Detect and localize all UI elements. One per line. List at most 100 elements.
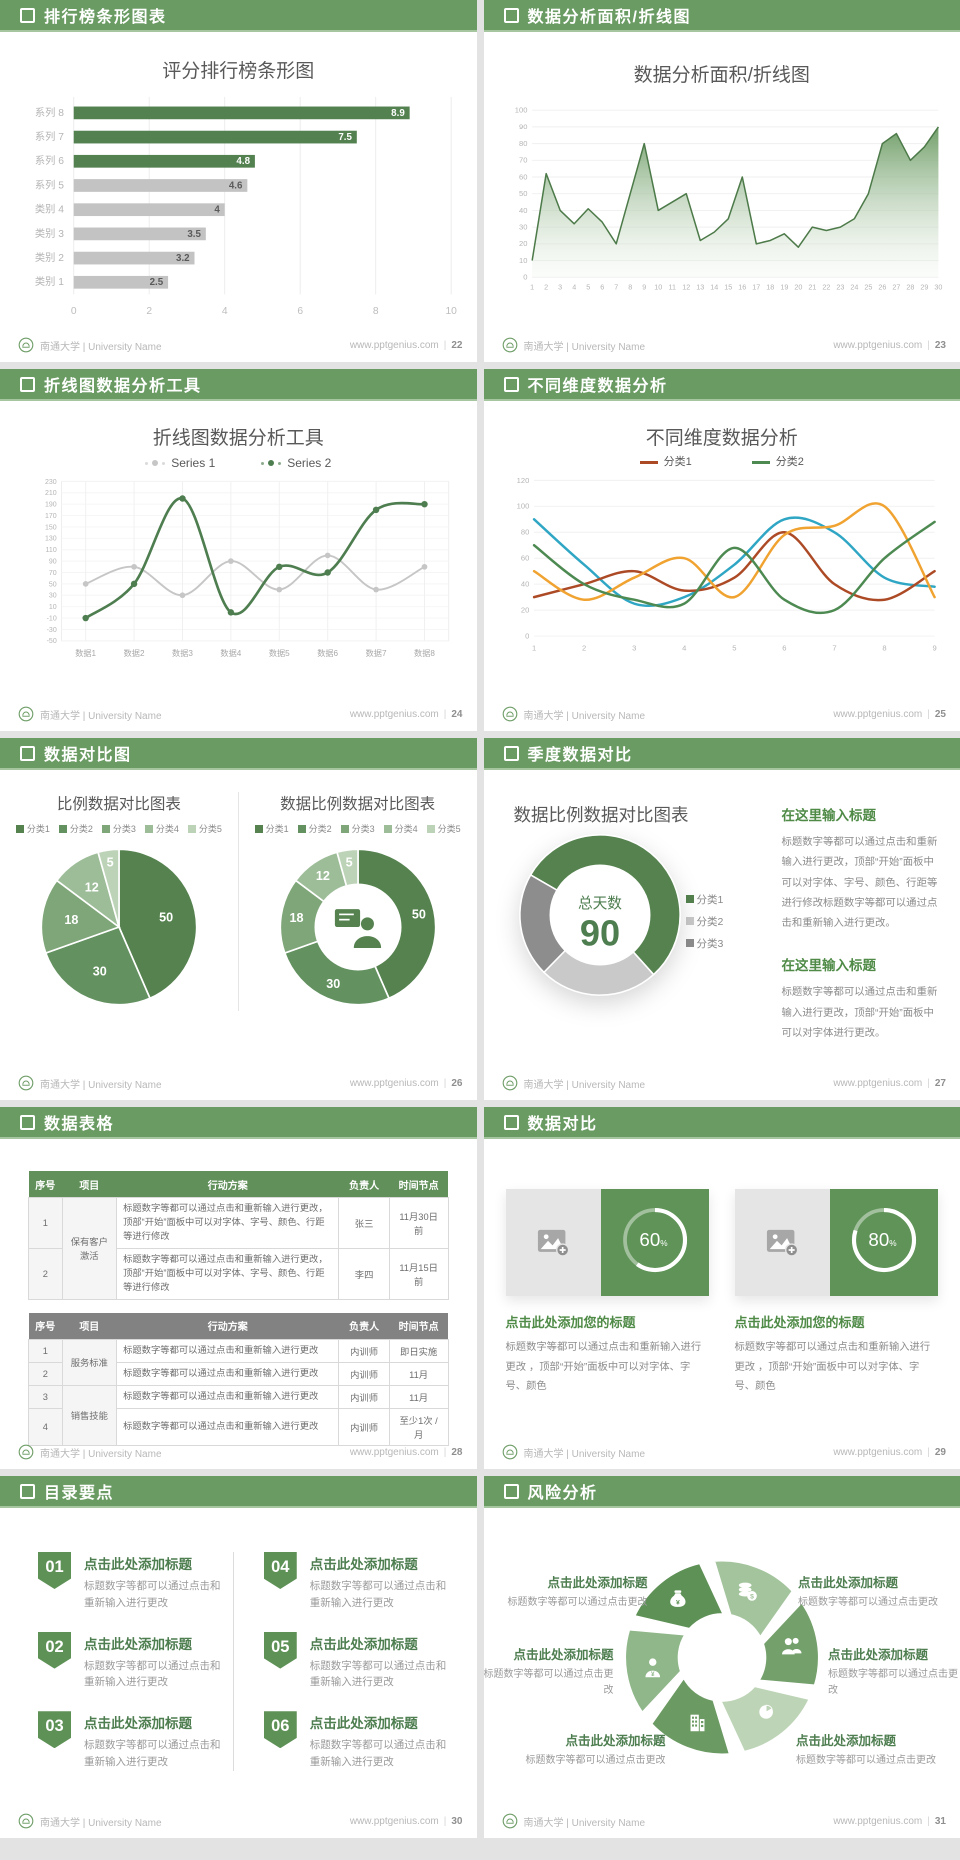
chart-title: 折线图数据分析工具	[0, 423, 477, 450]
footer-site: www.pptgenius.com	[833, 1816, 922, 1827]
svg-text:230: 230	[45, 479, 57, 486]
svg-text:90: 90	[519, 122, 527, 131]
page-number: 24	[451, 709, 462, 720]
page-number: 28	[451, 1447, 462, 1458]
slide-footer: 南通大学 | University Name www.pptgenius.com…	[18, 337, 463, 353]
footer-site: www.pptgenius.com	[833, 1078, 922, 1089]
svg-text:150: 150	[45, 524, 57, 531]
number-badge: 05	[264, 1632, 297, 1669]
slide-header: 数据对比图	[0, 738, 477, 770]
svg-text:3: 3	[632, 643, 636, 652]
square-bullet-icon	[504, 1484, 519, 1499]
progress-ring: 80%	[830, 1189, 938, 1296]
svg-text:30: 30	[93, 964, 107, 978]
svg-text:7: 7	[614, 283, 618, 292]
footer-site: www.pptgenius.com	[350, 1078, 439, 1089]
svg-text:14: 14	[710, 283, 718, 292]
footer-brand: 南通大学 | University Name	[40, 1076, 162, 1091]
svg-text:2: 2	[147, 306, 153, 317]
footer-divider: |	[444, 1078, 447, 1089]
svg-text:15: 15	[724, 283, 732, 292]
slide-header-title: 数据对比	[528, 1110, 598, 1134]
legend-swatch-icon	[102, 825, 110, 833]
risk-label: 点击此处添加标题标题数字等都可以通过点击更改	[490, 1572, 648, 1611]
footer-brand: 南通大学 | University Name	[524, 1445, 646, 1460]
svg-text:70: 70	[519, 156, 527, 165]
add-image-icon	[537, 1228, 570, 1257]
svg-text:50: 50	[411, 908, 425, 922]
square-bullet-icon	[20, 1484, 35, 1499]
svg-text:20: 20	[794, 283, 802, 292]
number-badge: 03	[38, 1711, 71, 1748]
list-item: 04 点击此处添加标题标题数字等都可以通过点击和重新输入进行更改	[264, 1552, 453, 1612]
legend-swatch-icon	[255, 825, 263, 833]
footer-site: www.pptgenius.com	[833, 340, 922, 351]
progress-card: 80% 点击此处添加您的标题 标题数字等都可以通过点击和重新输入进行更改 ，顶部…	[735, 1189, 938, 1397]
svg-text:2: 2	[544, 283, 548, 292]
svg-text:3: 3	[558, 283, 562, 292]
legend-item: Series 2	[261, 456, 331, 470]
footer-divider: |	[927, 1078, 930, 1089]
list-item: 03 点击此处添加标题标题数字等都可以通过点击和重新输入进行更改	[38, 1711, 227, 1771]
legend-swatch-icon	[16, 825, 24, 833]
svg-text:19: 19	[780, 283, 788, 292]
svg-text:20: 20	[519, 239, 527, 248]
svg-text:4.8: 4.8	[237, 156, 251, 167]
svg-text:系列 8: 系列 8	[35, 106, 64, 119]
table-row: 3 销售技能 标题数字等都可以通过点击和重新输入进行更改 内训师 11月	[29, 1385, 449, 1408]
svg-text:类别 2: 类别 2	[35, 251, 64, 264]
slide-line-chart: 折线图数据分析工具 折线图数据分析工具 Series 1 Series 2 23…	[0, 369, 477, 731]
footer-site: www.pptgenius.com	[833, 709, 922, 720]
svg-text:25: 25	[864, 283, 872, 292]
svg-text:10: 10	[654, 283, 662, 292]
square-bullet-icon	[20, 746, 35, 761]
footer-site: www.pptgenius.com	[350, 340, 439, 351]
svg-text:数据2: 数据2	[124, 648, 145, 658]
svg-text:60: 60	[521, 554, 529, 563]
svg-text:30: 30	[519, 222, 527, 231]
series-marker-icon	[145, 459, 165, 467]
svg-text:8: 8	[628, 283, 632, 292]
footer-site: www.pptgenius.com	[350, 709, 439, 720]
action-plan-table-gray: 序号 项目 行动方案 负责人 时间节点 1 服务标准 标题数字等都可以通过点击和…	[28, 1313, 449, 1446]
svg-text:数据4: 数据4	[221, 648, 242, 658]
svg-text:12: 12	[85, 880, 99, 894]
number-badge: 01	[38, 1552, 71, 1589]
svg-text:数据1: 数据1	[75, 648, 96, 658]
svg-text:110: 110	[46, 547, 57, 554]
risk-label: 点击此处添加标题标题数字等都可以通过点击更改	[796, 1730, 954, 1769]
add-image-icon	[766, 1228, 799, 1257]
svg-text:1: 1	[530, 283, 534, 292]
svg-text:12: 12	[315, 869, 329, 883]
block-title: 在这里输入标题	[782, 804, 939, 824]
svg-text:数据7: 数据7	[366, 648, 387, 658]
svg-text:100: 100	[515, 106, 528, 115]
svg-text:12: 12	[682, 283, 690, 292]
svg-text:16: 16	[738, 283, 746, 292]
svg-text:6: 6	[298, 306, 304, 317]
legend-item: 分类2	[752, 453, 804, 469]
svg-text:26: 26	[878, 283, 886, 292]
legend-swatch-icon	[145, 825, 153, 833]
svg-text:类别 3: 类别 3	[35, 227, 64, 240]
svg-text:90: 90	[579, 912, 619, 953]
svg-text:30: 30	[934, 283, 942, 292]
list-item: 05 点击此处添加标题标题数字等都可以通过点击和重新输入进行更改	[264, 1632, 453, 1692]
risk-label: 点击此处添加标题标题数字等都可以通过点击更改	[508, 1730, 666, 1769]
svg-text:5: 5	[732, 643, 736, 652]
square-bullet-icon	[504, 377, 519, 392]
legend-swatch-icon	[298, 825, 306, 833]
chart-title: 数据比例数据对比图表	[280, 792, 435, 814]
footer-divider: |	[444, 1447, 447, 1458]
svg-text:60: 60	[519, 172, 527, 181]
action-plan-table-green: 序号 项目 行动方案 负责人 时间节点 1 保有客户激活 标题数字等都可以通过点…	[28, 1171, 449, 1300]
footer-divider: |	[927, 340, 930, 351]
chart-title: 比例数据对比图表	[57, 792, 181, 814]
